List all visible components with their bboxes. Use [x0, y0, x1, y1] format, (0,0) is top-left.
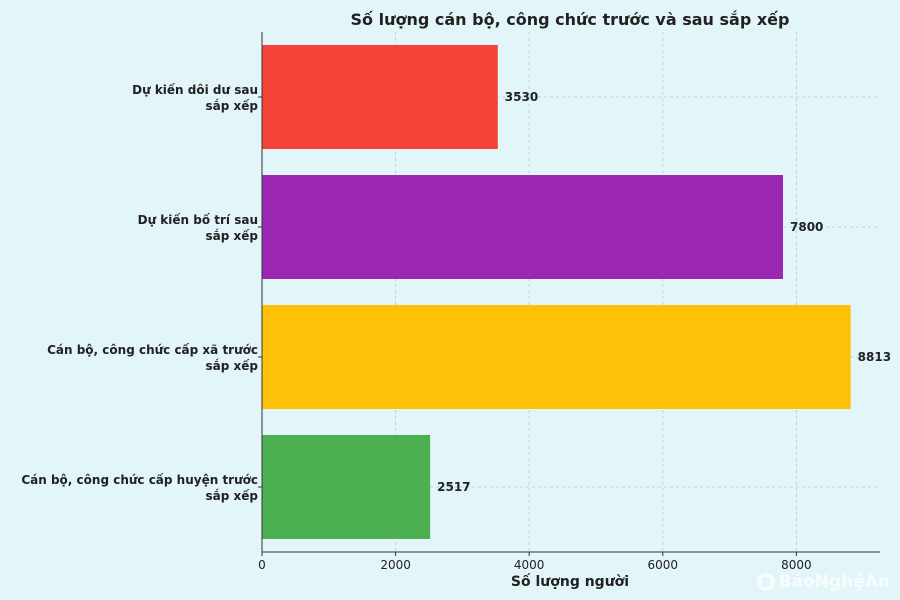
category-label-1-line1: Dự kiến bố trí sau: [138, 213, 258, 227]
label-layer: 0 2000 4000 6000 8000 Dự kiến dôi dư sau sắp x…: [21, 83, 891, 572]
bar-1: [262, 175, 784, 279]
value-label-2: 8813: [858, 350, 891, 364]
bar-layer: [262, 45, 851, 539]
chart-title: Số lượng cán bộ, công chức trước và sau …: [351, 10, 790, 29]
x-tick-label-1: 2000: [380, 558, 411, 572]
x-tick-label-0: 0: [258, 558, 266, 572]
watermark-text: BáoNghệAn: [778, 572, 890, 592]
x-axis-label: Số lượng người: [511, 573, 629, 590]
value-label-3: 2517: [437, 480, 470, 494]
bar-3: [262, 435, 431, 539]
watermark: BáoNghệAn: [756, 572, 890, 592]
brand-logo-icon: [756, 573, 775, 591]
bar-2: [262, 305, 851, 409]
bar-0: [262, 45, 498, 149]
x-tick-label-2: 4000: [514, 558, 545, 572]
category-label-3-line2: sắp xếp: [206, 489, 259, 503]
x-tick-label-3: 6000: [648, 558, 679, 572]
value-label-1: 7800: [790, 220, 823, 234]
value-label-0: 3530: [505, 90, 538, 104]
category-label-3-line1: Cán bộ, công chức cấp huyện trước: [21, 473, 258, 487]
category-label-2-line2: sắp xếp: [206, 359, 259, 373]
category-label-0-line1: Dự kiến dôi dư sau: [132, 83, 258, 97]
category-label-1-line2: sắp xếp: [206, 229, 259, 243]
x-tick-label-4: 8000: [781, 558, 812, 572]
category-label-2-line1: Cán bộ, công chức cấp xã trước: [47, 343, 258, 357]
axis-layer: [258, 32, 880, 556]
category-label-0-line2: sắp xếp: [206, 99, 259, 113]
